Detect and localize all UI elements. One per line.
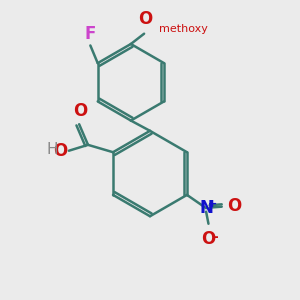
Text: O: O xyxy=(53,142,68,160)
Text: F: F xyxy=(85,25,96,43)
Text: -: - xyxy=(212,230,218,244)
Text: O: O xyxy=(73,101,87,119)
Text: +: + xyxy=(208,199,217,209)
Text: methoxy: methoxy xyxy=(159,24,208,34)
Text: N: N xyxy=(199,199,213,217)
Text: H: H xyxy=(46,142,58,158)
Text: O: O xyxy=(227,197,241,215)
Text: O: O xyxy=(201,230,216,247)
Text: O: O xyxy=(139,11,153,28)
